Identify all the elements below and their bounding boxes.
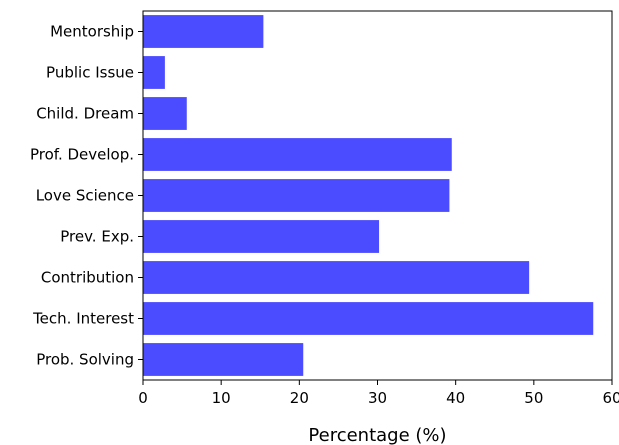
x-tick-label: 50 bbox=[524, 389, 543, 407]
y-tick-label: Tech. Interest bbox=[32, 310, 134, 328]
bar bbox=[143, 261, 530, 294]
x-tick-label: 10 bbox=[212, 389, 231, 407]
y-tick-label: Prob. Solving bbox=[36, 351, 134, 369]
x-tick-label: 20 bbox=[290, 389, 309, 407]
y-tick-label: Public Issue bbox=[46, 64, 134, 82]
bar bbox=[143, 97, 187, 130]
y-tick-label: Child. Dream bbox=[36, 105, 134, 123]
x-tick-label: 60 bbox=[602, 389, 619, 407]
y-tick-label: Contribution bbox=[41, 269, 134, 287]
bar bbox=[143, 302, 594, 335]
bar bbox=[143, 179, 450, 212]
y-tick-label: Prev. Exp. bbox=[60, 228, 134, 246]
y-tick-label: Love Science bbox=[36, 187, 134, 205]
x-axis: 0 10 20 30 40 50 60 bbox=[138, 380, 619, 407]
bar bbox=[143, 138, 452, 171]
x-tick-label: 0 bbox=[138, 389, 148, 407]
x-tick-label: 30 bbox=[368, 389, 387, 407]
y-axis: Prob. Solving Tech. Interest Contribution P… bbox=[30, 23, 143, 369]
bar bbox=[143, 343, 304, 376]
bars-group bbox=[143, 15, 594, 376]
bar bbox=[143, 56, 165, 89]
bar bbox=[143, 220, 380, 253]
x-axis-label: Percentage (%) bbox=[308, 425, 446, 445]
y-tick-label: Prof. Develop. bbox=[30, 146, 134, 164]
y-tick-label: Mentorship bbox=[50, 23, 134, 41]
bar bbox=[143, 15, 264, 48]
x-tick-label: 40 bbox=[446, 389, 465, 407]
